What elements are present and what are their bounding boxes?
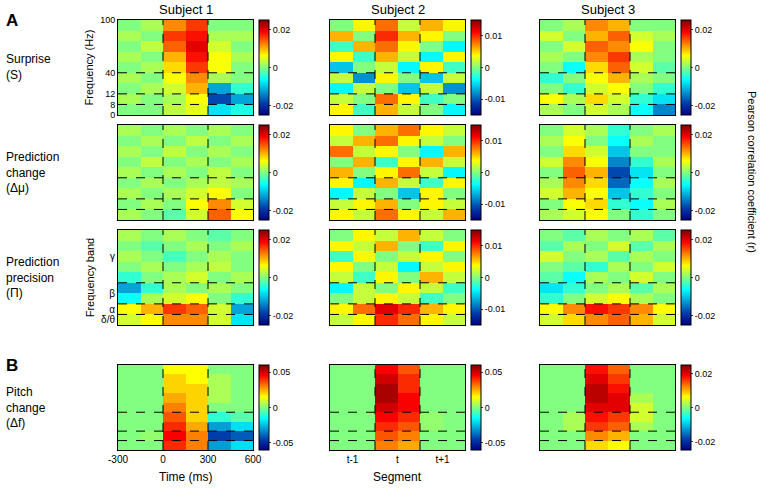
svg-text:δ/θ: δ/θ	[101, 314, 115, 325]
svg-text:-0.01: -0.01	[485, 94, 506, 104]
svg-text:0.01: 0.01	[485, 31, 503, 41]
svg-text:γ: γ	[110, 251, 115, 262]
svg-text:Subject 2: Subject 2	[371, 2, 425, 17]
svg-text:-0.02: -0.02	[695, 311, 716, 321]
svg-text:-300: -300	[108, 454, 128, 465]
svg-text:600: 600	[245, 454, 262, 465]
svg-text:Predictionprecision(Π): Predictionprecision(Π)	[6, 255, 59, 300]
svg-text:Time (ms): Time (ms)	[159, 470, 213, 484]
svg-text:Predictionchange(Δμ): Predictionchange(Δμ)	[6, 150, 59, 195]
svg-text:-0.02: -0.02	[273, 311, 294, 321]
svg-text:0: 0	[273, 273, 278, 283]
svg-text:0: 0	[695, 63, 700, 73]
svg-text:t-1: t-1	[347, 454, 359, 465]
svg-text:0: 0	[273, 403, 278, 413]
svg-text:0: 0	[695, 273, 700, 283]
svg-text:B: B	[6, 356, 18, 375]
svg-text:0.05: 0.05	[485, 367, 503, 377]
svg-text:-0.02: -0.02	[695, 437, 716, 447]
svg-text:-0.01: -0.01	[485, 199, 506, 209]
svg-text:β: β	[109, 288, 115, 299]
svg-text:8: 8	[110, 100, 115, 110]
svg-text:0: 0	[273, 168, 278, 178]
svg-text:0.05: 0.05	[273, 367, 291, 377]
svg-text:0: 0	[485, 63, 490, 73]
svg-text:-0.02: -0.02	[695, 101, 716, 111]
svg-text:0.02: 0.02	[273, 25, 291, 35]
svg-text:Frequency (Hz): Frequency (Hz)	[83, 30, 95, 106]
svg-text:0: 0	[695, 403, 700, 413]
svg-text:0.02: 0.02	[273, 235, 291, 245]
svg-text:-0.02: -0.02	[273, 101, 294, 111]
svg-text:0: 0	[695, 168, 700, 178]
svg-text:-0.02: -0.02	[273, 206, 294, 216]
svg-text:12: 12	[105, 89, 115, 99]
svg-text:0: 0	[160, 454, 166, 465]
svg-text:0.01: 0.01	[485, 241, 503, 251]
svg-text:Subject 3: Subject 3	[581, 2, 635, 17]
svg-text:Frequency band: Frequency band	[84, 238, 96, 318]
svg-text:-0.02: -0.02	[695, 206, 716, 216]
svg-text:40: 40	[105, 68, 115, 78]
svg-text:0.02: 0.02	[695, 369, 713, 379]
svg-text:-0.05: -0.05	[273, 438, 294, 448]
svg-text:0: 0	[273, 63, 278, 73]
svg-text:α: α	[109, 304, 115, 315]
svg-text:Pearson correlation coefficien: Pearson correlation coefficient (r)	[746, 91, 758, 253]
svg-text:Surprise(S): Surprise(S)	[6, 52, 51, 82]
svg-text:0: 0	[485, 273, 490, 283]
svg-text:0.02: 0.02	[273, 130, 291, 140]
svg-text:0.01: 0.01	[485, 136, 503, 146]
svg-text:100: 100	[100, 15, 115, 25]
svg-text:Segment: Segment	[373, 470, 422, 484]
svg-text:Pitchchange(Δf): Pitchchange(Δf)	[6, 385, 46, 430]
svg-text:t+1: t+1	[435, 454, 450, 465]
svg-text:0: 0	[485, 403, 490, 413]
svg-text:A: A	[6, 11, 18, 30]
svg-text:-0.01: -0.01	[485, 304, 506, 314]
svg-text:0: 0	[110, 110, 115, 120]
svg-text:0.02: 0.02	[695, 130, 713, 140]
svg-text:0.02: 0.02	[695, 25, 713, 35]
svg-text:Subject 1: Subject 1	[159, 2, 213, 17]
svg-text:300: 300	[200, 454, 217, 465]
svg-text:0: 0	[485, 168, 490, 178]
svg-text:-0.05: -0.05	[485, 438, 506, 448]
svg-text:0.02: 0.02	[695, 235, 713, 245]
svg-text:t: t	[396, 454, 399, 465]
